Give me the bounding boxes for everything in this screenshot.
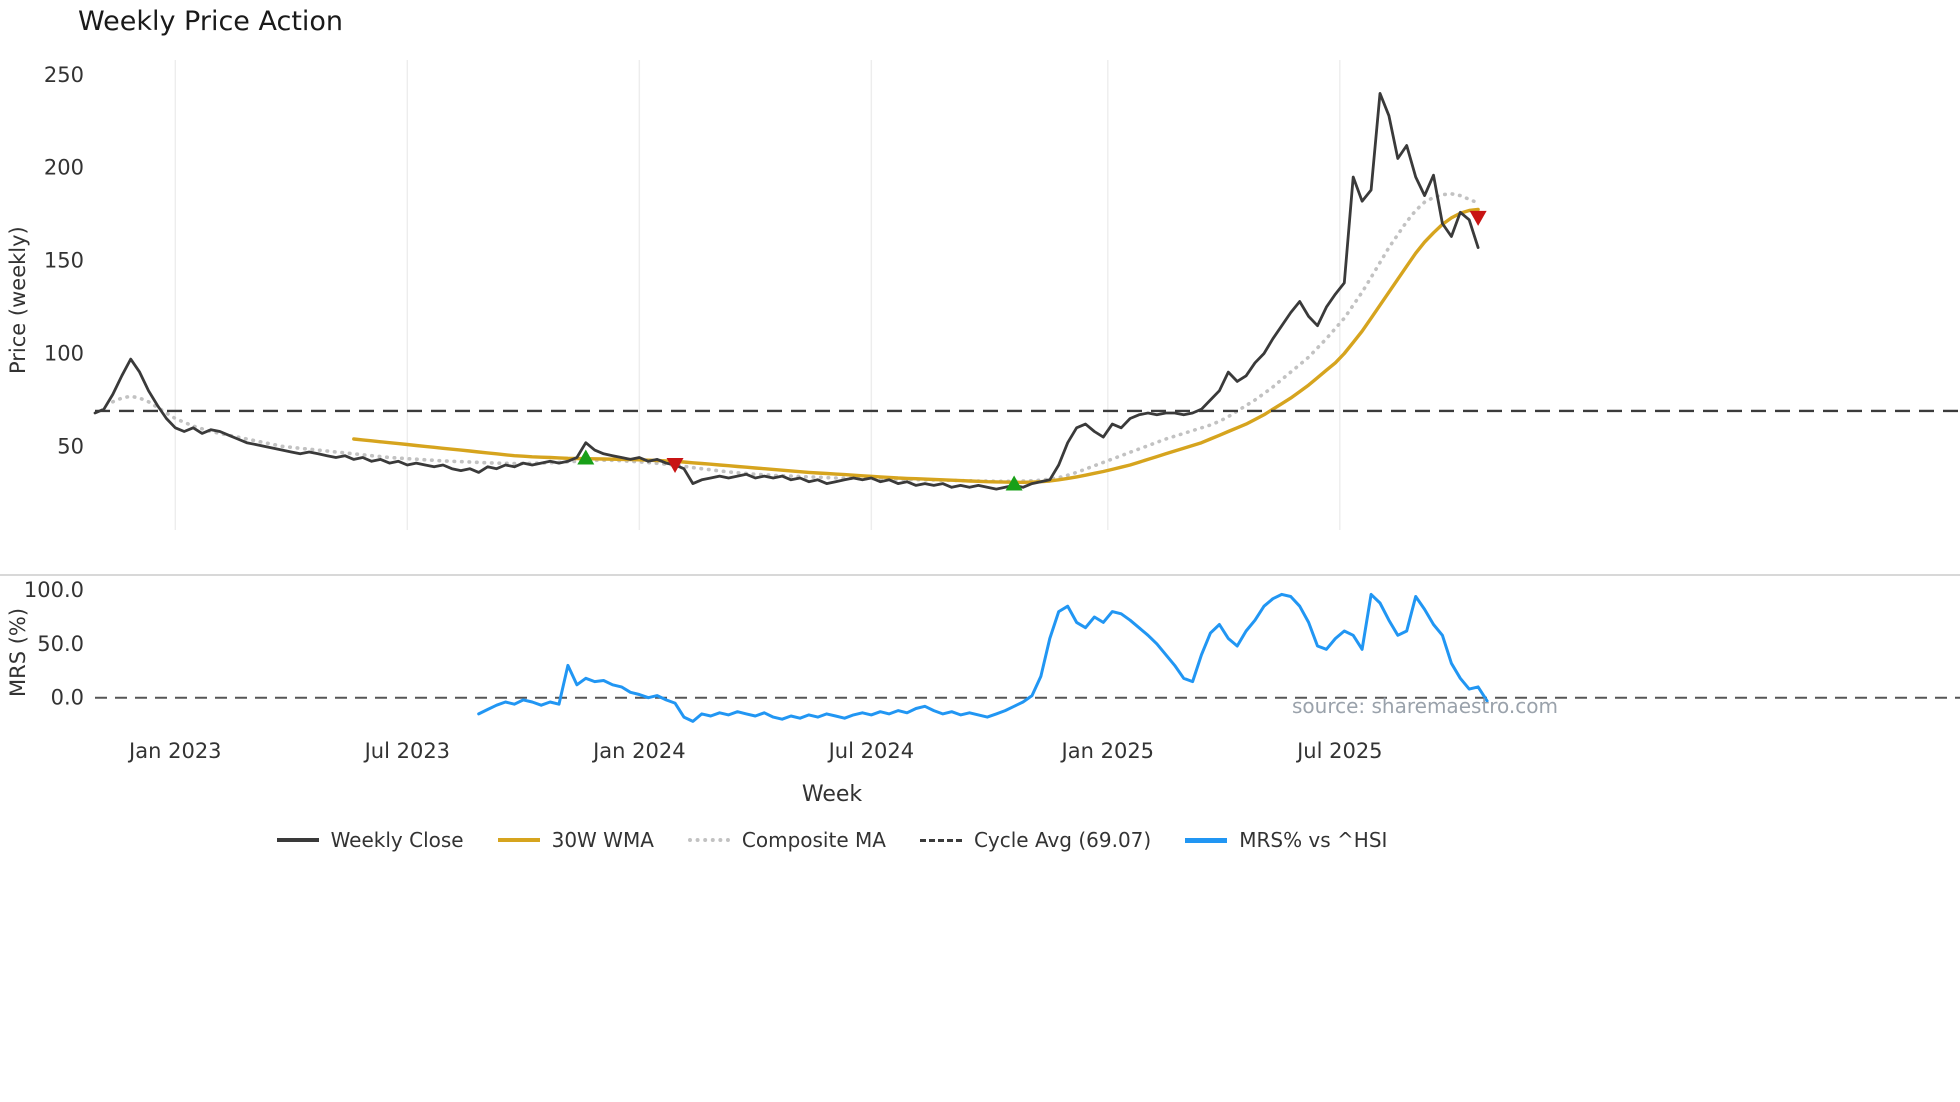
legend-item-composite-ma: Composite MA <box>687 828 886 852</box>
x-tick-label: Jan 2025 <box>1060 739 1155 763</box>
price-y-tick-label: 200 <box>44 156 84 180</box>
weekly-close-line <box>93 92 1480 491</box>
30w-wma-line <box>352 207 1480 484</box>
legend-line-sample <box>919 838 962 842</box>
chart-legend: Weekly Close 30W WMA Composite MA Cycle Avg… <box>0 828 1664 852</box>
source-watermark: source: sharemaestro.com <box>1292 694 1558 718</box>
mrs-y-tick-label: 0.0 <box>51 686 84 710</box>
mrs-y-tick-label: 100.0 <box>24 578 84 602</box>
mrs-y-tick-label: 50.0 <box>37 632 84 656</box>
buy-signal-marker <box>1005 475 1023 491</box>
chart-canvas: 50 100 150 200 250 0.0 50.0 100.0 Jan 2023 Jul 20… <box>0 60 1960 763</box>
legend-label: Cycle Avg (69.07) <box>973 828 1152 852</box>
x-tick-label: Jan 2023 <box>127 739 222 763</box>
legend-item-30w-wma: 30W WMA <box>497 828 654 852</box>
legend-line-sample <box>1185 837 1228 843</box>
legend-item-weekly-close: Weekly Close <box>276 828 464 852</box>
legend-label: 30W WMA <box>551 828 654 852</box>
x-axis-label: Week <box>801 782 863 807</box>
legend-item-cycle-avg-69-07: Cycle Avg (69.07) <box>919 828 1152 852</box>
sell-signal-marker <box>666 457 684 473</box>
composite-ma-line <box>111 192 1480 484</box>
price-y-tick-label: 150 <box>44 249 84 273</box>
legend-label: Composite MA <box>741 828 886 852</box>
legend-label: Weekly Close <box>330 828 464 852</box>
legend-label: MRS% vs ^HSI <box>1239 828 1388 852</box>
chart-title: Weekly Price Action <box>78 6 344 37</box>
x-tick-label: Jul 2025 <box>1295 739 1382 763</box>
buy-signal-marker <box>577 449 595 465</box>
x-tick-label: Jul 2024 <box>827 739 914 763</box>
x-tick-label: Jul 2023 <box>363 739 450 763</box>
price-y-tick-label: 250 <box>44 63 84 87</box>
mrs-line <box>477 592 1489 723</box>
sell-signal-marker <box>1469 210 1487 226</box>
price-y-tick-label: 50 <box>57 434 84 458</box>
x-tick-label: Jan 2024 <box>591 739 686 763</box>
legend-line-sample <box>276 838 319 842</box>
price-y-tick-label: 100 <box>44 342 84 366</box>
legend-item-mrs-vs-hsi: MRS% vs ^HSI <box>1185 828 1387 852</box>
legend-line-sample <box>687 838 730 842</box>
legend-line-sample <box>497 838 540 842</box>
